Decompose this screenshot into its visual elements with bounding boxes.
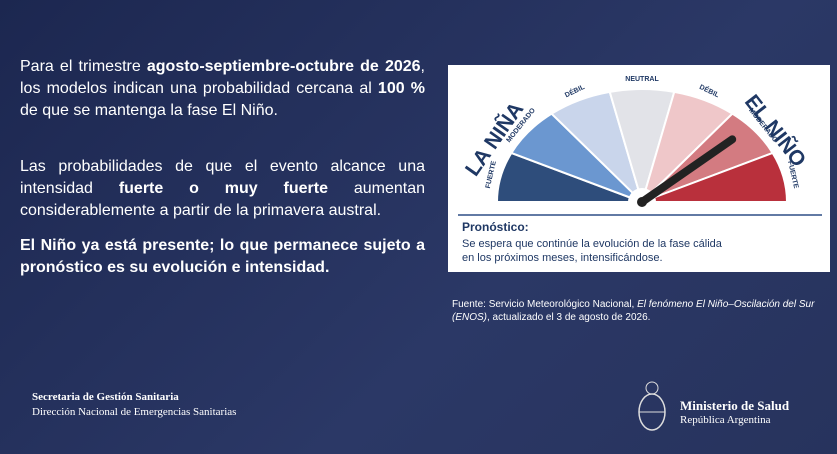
ministry: Ministerio de Salud (680, 398, 790, 413)
text: El Niño ya está presente; lo que permane… (20, 237, 425, 276)
caption: Fuente: Servicio Meteorológico Nacional,… (452, 298, 822, 324)
paragraph: El Niño ya está presente; lo que permane… (20, 235, 425, 279)
forecast-line: en los próximos meses, intensificándose. (462, 252, 663, 264)
paragraph: Para el trimestre agosto-septiembre-octu… (20, 56, 425, 122)
text: fuerte o muy fuerte (118, 180, 328, 197)
text: de que se mantenga la fase El Niño. (20, 102, 278, 119)
emblem (638, 381, 666, 431)
needle-hub (637, 197, 647, 207)
footer-org: Secretaria de Gestión Sanitaria (32, 391, 179, 403)
country: República Argentina (680, 414, 771, 426)
forecast-line: Se espera que continúe la evolución de l… (462, 238, 723, 250)
text: Fuente: Servicio Meteorológico Nacional, (452, 299, 638, 310)
footer-dept: Dirección Nacional de Emergencias Sanita… (32, 406, 237, 418)
text: , los modelos indican una probabilidad c… (20, 58, 425, 97)
gauge-panel: FUERTEMODERADODÉBILNEUTRALDÉBILMODERADOF… (448, 65, 830, 272)
forecast-title: Pronóstico: (462, 220, 529, 234)
text: 100 % (377, 80, 425, 97)
segment-label: NEUTRAL (625, 76, 659, 83)
sun (645, 381, 659, 395)
text: El fenómeno El Niño–Oscilación del Sur (… (452, 299, 815, 323)
needle (638, 135, 737, 206)
text: Las probabilidades de que el evento alca… (20, 158, 425, 197)
gauge-segment (641, 151, 789, 203)
text: aumentan considerablemente a partir de l… (20, 180, 426, 219)
text: , actualizado el 3 de agosto de 2026. (487, 312, 651, 323)
text: agosto-septiembre-octubre de 2026 (146, 58, 421, 75)
paragraph: Las probabilidades de que el evento alca… (20, 156, 425, 222)
text: Para el trimestre (20, 58, 147, 75)
